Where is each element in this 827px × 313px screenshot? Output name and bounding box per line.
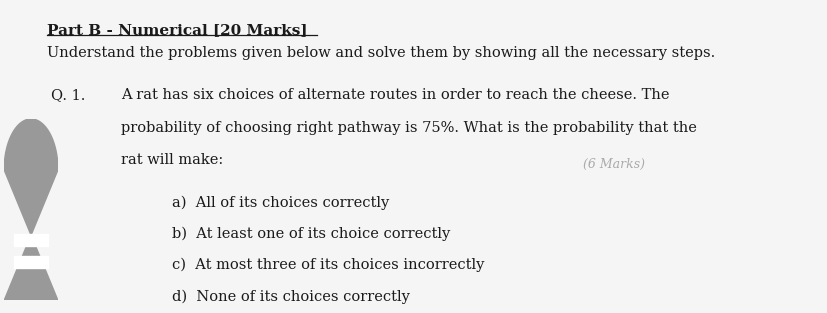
Text: rat will make:: rat will make: <box>122 153 223 167</box>
Text: A rat has six choices of alternate routes in order to reach the cheese. The: A rat has six choices of alternate route… <box>122 88 669 102</box>
Text: Q. 1.: Q. 1. <box>50 88 85 102</box>
Text: probability of choosing right pathway is 75%. What is the probability that the: probability of choosing right pathway is… <box>122 121 696 135</box>
Polygon shape <box>4 119 58 300</box>
Text: a)  All of its choices correctly: a) All of its choices correctly <box>172 195 390 210</box>
Text: Part B - Numerical [20 Marks]: Part B - Numerical [20 Marks] <box>47 23 307 37</box>
Text: Understand the problems given below and solve them by showing all the necessary : Understand the problems given below and … <box>47 46 715 60</box>
Text: c)  At most three of its choices incorrectly: c) At most three of its choices incorrec… <box>172 257 485 272</box>
Text: (6 Marks): (6 Marks) <box>582 158 644 171</box>
Text: d)  None of its choices correctly: d) None of its choices correctly <box>172 289 410 304</box>
Text: b)  At least one of its choice correctly: b) At least one of its choice correctly <box>172 226 450 241</box>
